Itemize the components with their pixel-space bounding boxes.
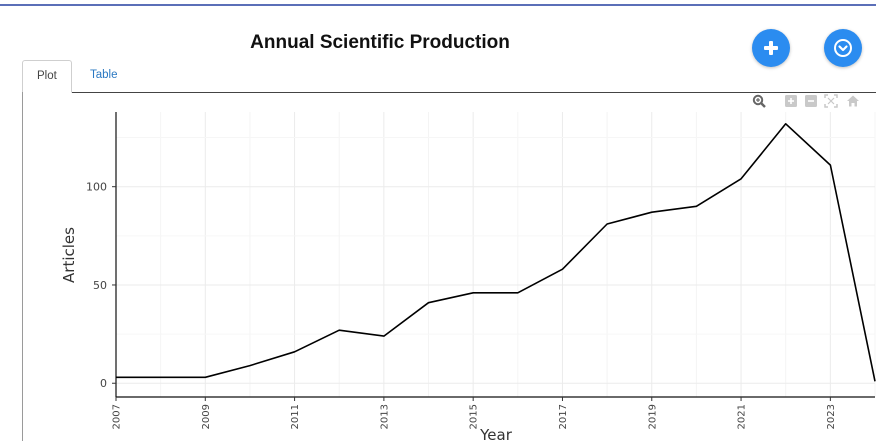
panel-border bbox=[22, 92, 23, 441]
x-tick-label: 2013 bbox=[379, 404, 390, 429]
page-title: Annual Scientific Production bbox=[250, 32, 510, 53]
y-axis-label: Articles bbox=[60, 227, 78, 283]
x-tick-label: 2023 bbox=[826, 404, 837, 429]
plus-icon bbox=[764, 41, 778, 55]
series-line bbox=[116, 123, 876, 382]
x-tick-label: 2007 bbox=[112, 404, 123, 429]
download-button[interactable] bbox=[824, 29, 862, 67]
tab-plot[interactable]: Plot bbox=[22, 60, 72, 93]
zoom-icon[interactable] bbox=[752, 94, 766, 108]
chart-ticks: 0 50 100 2007 2009 2011 2013 2015 2017 2019 2021 20… bbox=[86, 181, 837, 430]
download-icon bbox=[834, 39, 852, 57]
x-tick-label: 2021 bbox=[737, 404, 748, 429]
chart-axes bbox=[115, 112, 875, 398]
x-tick-label: 2019 bbox=[647, 404, 658, 429]
y-tick-label: 50 bbox=[93, 279, 107, 292]
tab-table[interactable]: Table bbox=[90, 69, 118, 81]
x-axis-label: Year bbox=[479, 426, 513, 441]
autoscale-icon[interactable] bbox=[824, 94, 838, 108]
zoom-out-icon[interactable] bbox=[804, 94, 818, 108]
x-tick-label: 2015 bbox=[469, 404, 480, 429]
reset-axes-icon[interactable] bbox=[846, 94, 860, 108]
zoom-in-icon[interactable] bbox=[784, 94, 798, 108]
add-button[interactable] bbox=[752, 29, 790, 67]
tab-bar: Plot Table bbox=[22, 60, 876, 93]
y-tick-label: 0 bbox=[100, 377, 107, 390]
chart-series bbox=[116, 123, 876, 382]
x-tick-label: 2009 bbox=[201, 404, 212, 429]
y-tick-label: 100 bbox=[86, 181, 107, 194]
top-border bbox=[0, 4, 876, 6]
x-tick-label: 2017 bbox=[558, 404, 569, 429]
x-tick-label: 2011 bbox=[290, 404, 301, 429]
